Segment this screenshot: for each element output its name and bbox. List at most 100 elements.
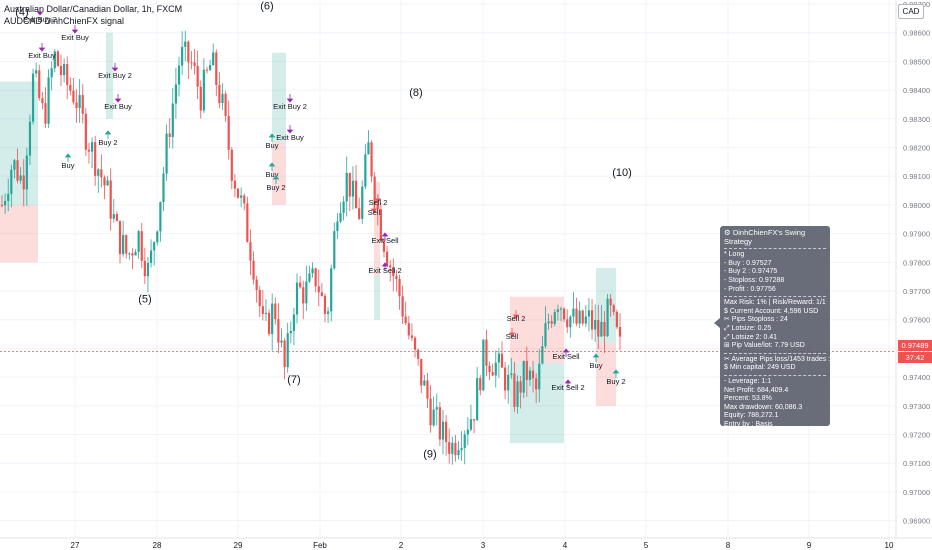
candle-body (190, 62, 193, 64)
candle-body (59, 66, 63, 76)
price-tick-label: 0.97700 (903, 287, 930, 296)
trade-zone (596, 342, 616, 406)
candle-body (500, 353, 504, 368)
candle-body (35, 70, 38, 74)
candle-body (115, 214, 119, 221)
candle-body (277, 319, 280, 343)
candle-body (466, 429, 469, 435)
candle-body (556, 309, 559, 313)
candle-body (376, 204, 379, 210)
candle-body (612, 305, 615, 312)
candle-body (457, 450, 460, 456)
info-line: Percent: 53.8% (724, 395, 772, 403)
candle-body (215, 52, 218, 85)
candle-body (299, 282, 302, 288)
exit-arrow-icon (286, 94, 294, 103)
price-tick-label: 0.96900 (903, 517, 930, 526)
candle-body (156, 231, 159, 243)
candle-body (522, 360, 525, 393)
price-tick-label: 0.98200 (903, 144, 930, 153)
candle-body (246, 203, 249, 243)
candle-body (519, 381, 522, 393)
candle-body (19, 175, 22, 181)
candle-body (407, 323, 410, 336)
candle-body (392, 267, 395, 276)
candle-body (578, 310, 581, 324)
candle-body (311, 268, 314, 274)
candle-body (603, 321, 606, 337)
divider (724, 352, 826, 354)
price-tick-label: 0.98300 (903, 115, 930, 124)
candle-body (482, 339, 485, 391)
time-axis[interactable]: 27 28 29 Feb 2 3 4 5 8 9 10 (0, 537, 932, 550)
candle-body (336, 221, 339, 232)
trade-zone (510, 296, 564, 363)
candle-body (41, 98, 44, 104)
candle-body (348, 172, 351, 197)
candle-body (469, 419, 473, 430)
candle-body (184, 41, 187, 47)
signal-label: Exit Buy (276, 133, 304, 142)
candle-body (308, 273, 311, 282)
candle-body (587, 310, 591, 317)
price-axis[interactable]: 0.987000.986000.985000.984000.983000.982… (895, 0, 930, 538)
indicator-name[interactable]: AUDCAD DinhChienFX signal (4, 16, 125, 26)
candle-body (597, 320, 600, 337)
candle-body (87, 149, 91, 152)
entry-arrow-icon (508, 328, 516, 337)
candle-body (438, 407, 441, 440)
candle-body (550, 321, 553, 324)
candle-body (373, 176, 376, 205)
candle-body (78, 95, 81, 109)
candle-body (181, 46, 184, 66)
wave-label: (10) (612, 167, 632, 179)
signal-label: Exit Buy (104, 102, 132, 111)
candle-body (345, 172, 348, 202)
candle-body (581, 310, 584, 324)
info-title-text: DinhChienFX's Swing Strategy (724, 228, 806, 246)
candle-body (314, 268, 317, 287)
signal-label: Sell (506, 332, 519, 341)
signal-label: Exit Buy 2 (273, 102, 307, 111)
exit-arrow-icon (381, 232, 389, 241)
time-tick-label: 8 (726, 541, 731, 550)
info-line: ⤢ Lotsize 2: 0.41 (724, 333, 778, 341)
candle-body (255, 279, 258, 291)
divider (724, 374, 826, 376)
candle-body (553, 312, 556, 324)
candle-body (410, 335, 414, 338)
candle-body (525, 360, 528, 380)
candle-body (323, 295, 327, 314)
signal-label: Exit Sell (552, 352, 579, 361)
candle-body (295, 282, 299, 315)
candle-body (174, 84, 178, 104)
price-tick-label: 0.98600 (903, 29, 930, 38)
candle-body (494, 362, 497, 376)
candle-body (274, 303, 277, 320)
candle-body (354, 180, 358, 209)
candle-body (112, 214, 115, 219)
info-line: Max Risk: 1% | Risk/Reward: 1/1 (724, 299, 826, 307)
candle-body (429, 398, 432, 426)
currency-badge[interactable]: CAD (898, 4, 924, 19)
candle-body (28, 121, 32, 156)
candle-body (103, 177, 106, 186)
price-tick-label: 0.97100 (903, 459, 930, 468)
candle-body (454, 442, 457, 456)
entry-arrow-icon (512, 310, 520, 319)
candle-body (426, 380, 429, 399)
signal-label: Sell 2 (507, 314, 526, 323)
signal-label: Sell (368, 208, 381, 217)
candle-body (463, 434, 466, 448)
candle-body (171, 103, 174, 137)
time-tick-label: 9 (807, 541, 812, 550)
chart-title: Australian Dollar/Canadian Dollar, 1h, F… (4, 4, 183, 14)
candle-body (283, 340, 286, 368)
candle-body (432, 409, 435, 426)
current-price-tag: 0.97489 (898, 340, 932, 351)
candle-body (13, 160, 16, 170)
entry-arrow-icon (268, 133, 276, 142)
info-line: ✂ Pips Stoploss : 24 (724, 316, 788, 324)
candle-body (7, 193, 10, 201)
